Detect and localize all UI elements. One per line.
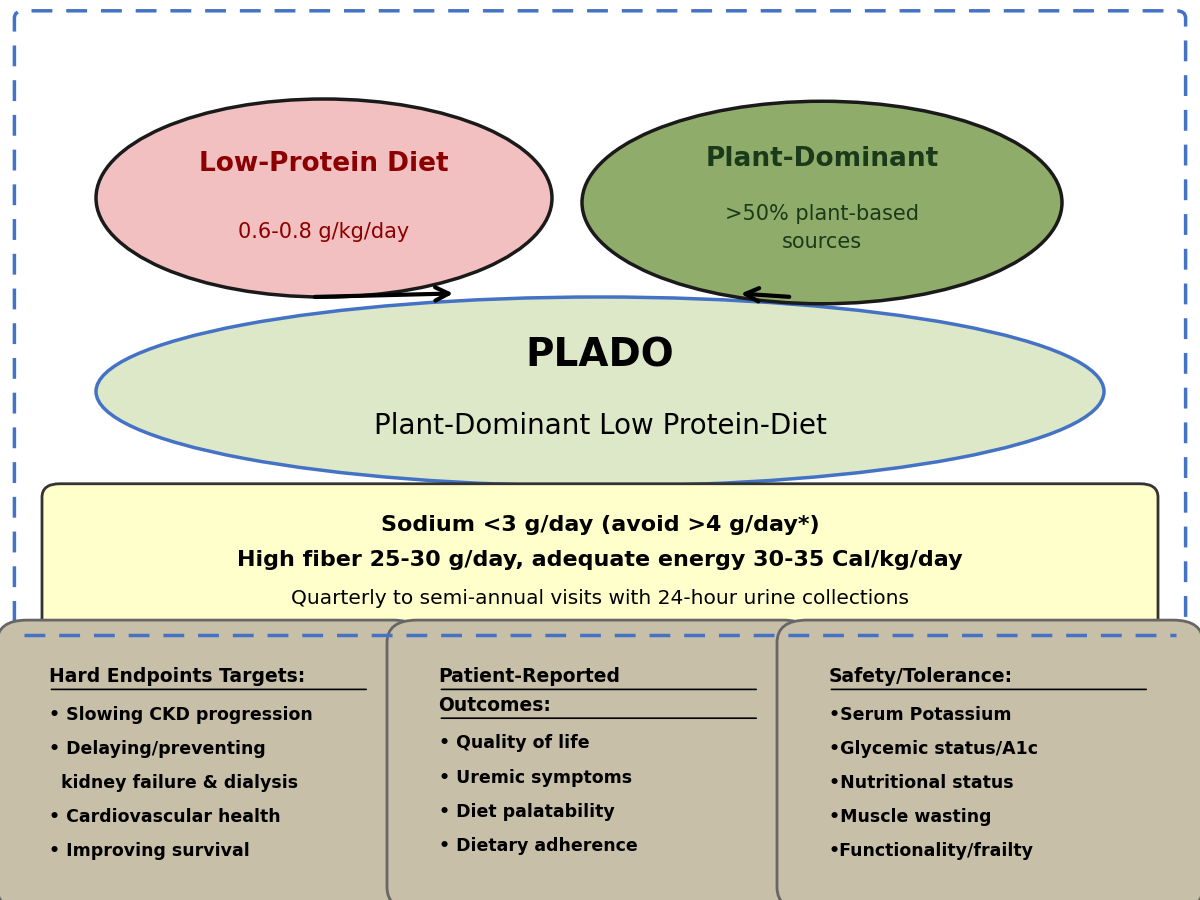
Text: • Slowing CKD progression: • Slowing CKD progression bbox=[48, 706, 312, 724]
Text: • Improving survival: • Improving survival bbox=[48, 842, 250, 860]
Text: PLADO: PLADO bbox=[526, 337, 674, 374]
Ellipse shape bbox=[96, 297, 1104, 486]
Text: Quarterly to semi-annual visits with 24-hour urine collections: Quarterly to semi-annual visits with 24-… bbox=[292, 589, 910, 608]
Text: Sodium <3 g/day (avoid >4 g/day*): Sodium <3 g/day (avoid >4 g/day*) bbox=[380, 515, 820, 535]
Text: •Functionality/frailty: •Functionality/frailty bbox=[829, 842, 1033, 860]
Text: Safety/Tolerance:: Safety/Tolerance: bbox=[829, 667, 1013, 687]
Text: >50% plant-based
sources: >50% plant-based sources bbox=[725, 203, 919, 252]
Ellipse shape bbox=[582, 102, 1062, 304]
Text: Plant-Dominant: Plant-Dominant bbox=[706, 147, 938, 172]
Text: • Dietary adherence: • Dietary adherence bbox=[439, 837, 637, 855]
Text: •Serum Potassium: •Serum Potassium bbox=[829, 706, 1012, 724]
FancyBboxPatch shape bbox=[42, 484, 1158, 641]
Text: kidney failure & dialysis: kidney failure & dialysis bbox=[48, 774, 298, 792]
Text: •Glycemic status/A1c: •Glycemic status/A1c bbox=[829, 740, 1038, 758]
Text: • Diet palatability: • Diet palatability bbox=[439, 803, 614, 821]
Text: Low-Protein Diet: Low-Protein Diet bbox=[199, 151, 449, 176]
Text: • Delaying/preventing: • Delaying/preventing bbox=[48, 740, 265, 758]
Text: •Nutritional status: •Nutritional status bbox=[829, 774, 1013, 792]
Text: 0.6-0.8 g/kg/day: 0.6-0.8 g/kg/day bbox=[239, 222, 409, 242]
Ellipse shape bbox=[96, 99, 552, 297]
Text: • Cardiovascular health: • Cardiovascular health bbox=[48, 808, 281, 826]
Text: Plant-Dominant Low Protein-Diet: Plant-Dominant Low Protein-Diet bbox=[373, 411, 827, 440]
FancyBboxPatch shape bbox=[0, 620, 424, 900]
FancyBboxPatch shape bbox=[778, 620, 1200, 900]
Text: Hard Endpoints Targets:: Hard Endpoints Targets: bbox=[48, 667, 305, 687]
Text: • Uremic symptoms: • Uremic symptoms bbox=[439, 769, 631, 787]
Text: Outcomes:: Outcomes: bbox=[439, 696, 552, 716]
FancyBboxPatch shape bbox=[14, 11, 1186, 639]
Text: •Muscle wasting: •Muscle wasting bbox=[829, 808, 991, 826]
Text: High fiber 25-30 g/day, adequate energy 30-35 Cal/kg/day: High fiber 25-30 g/day, adequate energy … bbox=[238, 550, 962, 570]
Text: • Quality of life: • Quality of life bbox=[439, 734, 589, 752]
FancyBboxPatch shape bbox=[386, 620, 814, 900]
Text: Patient-Reported: Patient-Reported bbox=[439, 667, 620, 687]
